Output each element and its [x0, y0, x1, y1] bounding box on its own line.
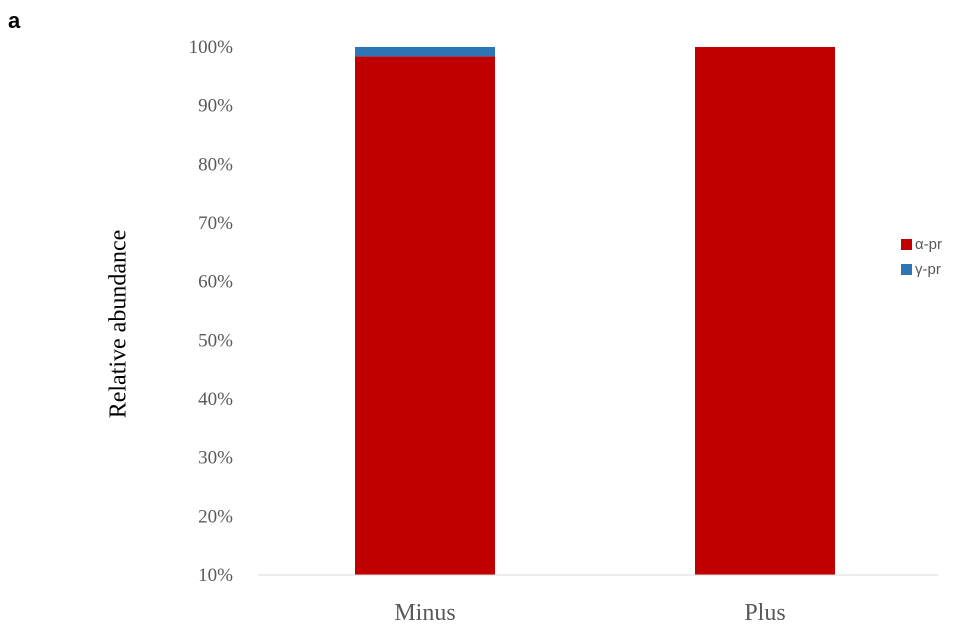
legend: α-pr γ-pr: [901, 232, 955, 282]
y-tick-label: 20%: [198, 506, 233, 527]
legend-swatch-gamma: [901, 264, 912, 275]
bar-minus-series-0: [355, 56, 495, 576]
x-category-label: Plus: [744, 600, 785, 626]
y-tick-label: 10%: [198, 565, 233, 586]
y-tick-label: 70%: [198, 213, 233, 234]
y-tick-label: 100%: [189, 37, 234, 58]
legend-label-alpha: α-pr: [915, 236, 943, 253]
x-category-label: Minus: [394, 600, 455, 626]
legend-label-gamma: γ-pr: [915, 261, 941, 278]
panel-label: a: [8, 8, 21, 33]
y-tick-label: 80%: [198, 154, 233, 175]
y-tick-label: 90%: [198, 96, 233, 117]
y-tick-label: 60%: [198, 272, 233, 293]
legend-item-gamma: γ-pr: [901, 257, 955, 282]
legend-item-alpha: α-pr: [901, 232, 955, 257]
y-tick-label: 30%: [198, 448, 233, 469]
legend-swatch-alpha: [901, 239, 912, 250]
bar-plus-series-0: [695, 47, 835, 575]
bar-minus-series-1: [355, 47, 495, 57]
y-tick-label: 50%: [198, 330, 233, 351]
y-tick-label: 40%: [198, 389, 233, 410]
